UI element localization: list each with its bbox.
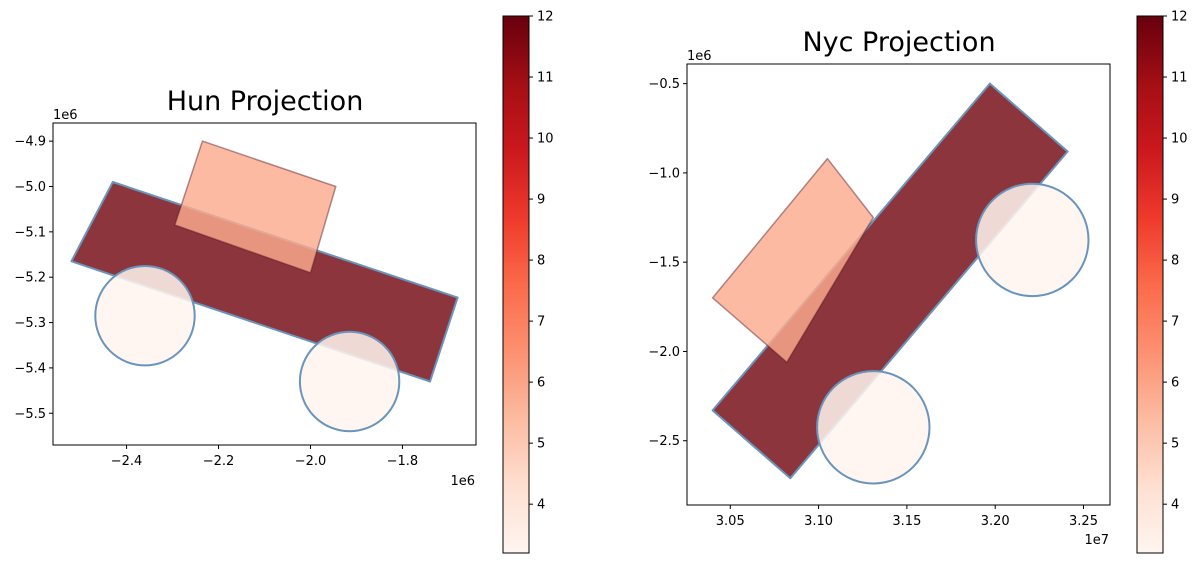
nyc-colorbar-tick-label: 9 — [1171, 193, 1179, 208]
nyc-x-offset-label: 1e7 — [1084, 533, 1109, 548]
hun-colorbar-tick-label: 8 — [537, 254, 545, 269]
nyc-x-tick-label: 3.10 — [804, 514, 833, 529]
hun-colorbar-tick-label: 12 — [537, 10, 554, 25]
nyc-colorbar-tick-label: 11 — [1171, 71, 1188, 86]
hun-shapes — [70, 140, 459, 433]
nyc-axes-frame — [686, 63, 1111, 506]
hun-x-offset-label: 1e6 — [450, 474, 475, 489]
hun-ticks: −2.4 −2.2 −2.0 −1.8 −4.9 −5.0 −5.1 −5.2 −5.3 −5.4… — [14, 135, 418, 469]
hun-y-tick-label: −4.9 — [14, 135, 46, 150]
nyc-colorbar-tick-label: 8 — [1171, 254, 1179, 269]
nyc-y-tick-label: −0.5 — [648, 77, 680, 92]
nyc-shape-wheel — [975, 182, 1090, 298]
hun-shape-wheel — [298, 330, 401, 433]
nyc-colorbar: 4 5 6 7 8 9 10 11 12 — [1136, 10, 1188, 554]
hun-shape-cabin — [174, 140, 337, 274]
nyc-colorbar-gradient — [1136, 15, 1164, 554]
nyc-shape-wheel — [816, 370, 931, 485]
nyc-colorbar-tick-label: 5 — [1171, 437, 1179, 452]
hun-colorbar: 4 5 6 7 8 9 10 11 12 — [502, 10, 554, 554]
hun-shape-body — [70, 181, 459, 383]
hun-y-tick-label: −5.0 — [14, 180, 46, 195]
hun-colorbar-gradient — [502, 15, 530, 554]
nyc-y-tick-label: −2.0 — [648, 345, 680, 360]
hun-shape-wheel — [94, 265, 196, 367]
nyc-shape-cabin — [711, 157, 875, 363]
nyc-shapes — [711, 82, 1090, 485]
hun-axes-frame — [52, 122, 477, 446]
nyc-ticks: 3.05 3.10 3.15 3.20 3.25 −0.5 −1.0 −1.5 −2.0 −2.5 — [648, 77, 1098, 529]
hun-colorbar-tick-label: 9 — [537, 193, 545, 208]
nyc-colorbar-tick-label: 7 — [1171, 315, 1179, 330]
nyc-colorbar-tick-label: 12 — [1171, 10, 1188, 25]
hun-y-tick-label: −5.5 — [14, 407, 46, 422]
hun-y-offset-label: 1e6 — [53, 108, 78, 123]
hun-x-tick-label: −2.2 — [203, 454, 235, 469]
nyc-x-tick-label: 3.25 — [1069, 514, 1098, 529]
hun-colorbar-tick-label: 10 — [537, 132, 554, 147]
nyc-colorbar-tick-label: 10 — [1171, 132, 1188, 147]
nyc-y-tick-label: −1.5 — [648, 256, 680, 271]
nyc-colorbar-tick-label: 4 — [1171, 498, 1179, 513]
nyc-x-tick-label: 3.05 — [716, 514, 745, 529]
hun-y-tick-label: −5.2 — [14, 271, 46, 286]
hun-y-tick-label: −5.3 — [14, 316, 46, 331]
hun-colorbar-tick-label: 6 — [537, 376, 545, 391]
hun-x-tick-label: −2.4 — [111, 454, 143, 469]
nyc-colorbar-tick-label: 6 — [1171, 376, 1179, 391]
hun-x-tick-label: −1.8 — [387, 454, 419, 469]
hun-y-tick-label: −5.4 — [14, 361, 46, 376]
nyc-y-tick-label: −2.5 — [648, 434, 680, 449]
hun-y-tick-label: −5.1 — [14, 225, 46, 240]
nyc-y-tick-label: −1.0 — [648, 166, 680, 181]
nyc-chart-title: Nyc Projection — [802, 27, 995, 58]
hun-x-tick-label: −2.0 — [295, 454, 327, 469]
nyc-y-offset-label: 1e6 — [687, 49, 712, 64]
nyc-projection-panel: Nyc Projection 3.05 3.10 3.15 3.20 3.25 −0.5 −… — [648, 27, 1111, 548]
hun-colorbar-tick-label: 11 — [537, 71, 554, 86]
hun-projection-panel: Hun Projection −2.4 −2.2 −2.0 −1.8−4.9−5.0−… — [14, 86, 477, 489]
hun-chart-title: Hun Projection — [167, 86, 364, 117]
hun-colorbar-tick-label: 7 — [537, 315, 545, 330]
nyc-x-tick-label: 3.15 — [892, 514, 921, 529]
nyc-colorbar-ticks: 4 5 6 7 8 9 10 11 12 — [1163, 10, 1188, 513]
nyc-x-tick-label: 3.20 — [981, 514, 1010, 529]
hun-colorbar-ticks: 4 5 6 7 8 9 10 11 12 — [529, 10, 554, 513]
hun-colorbar-tick-label: 5 — [537, 437, 545, 452]
hun-colorbar-tick-label: 4 — [537, 498, 545, 513]
